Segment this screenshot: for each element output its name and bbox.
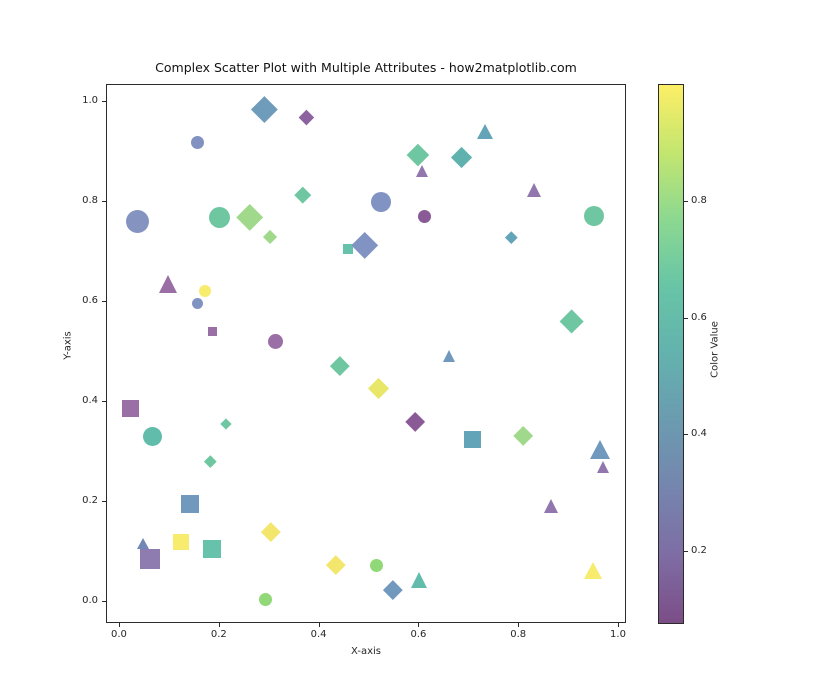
scatter-point-triangle: [596, 460, 609, 473]
scatter-point-diamond: [451, 146, 473, 169]
colorbar: [658, 84, 684, 624]
scatter-point-circle: [192, 298, 204, 309]
scatter-point-diamond: [368, 377, 390, 400]
scatter-point-circle: [418, 210, 432, 223]
scatter-point-diamond: [407, 143, 430, 167]
chart-title: Complex Scatter Plot with Multiple Attri…: [155, 60, 577, 75]
y-tick: [102, 101, 106, 102]
x-tick: [218, 623, 220, 627]
x-tick: [618, 623, 619, 627]
scatter-point-diamond: [350, 231, 379, 260]
scatter-point-square: [139, 548, 160, 569]
y-tick-label: 0.8: [82, 195, 98, 206]
scatter-point-triangle: [476, 124, 493, 140]
scatter-point-triangle: [544, 499, 559, 514]
scatter-point-square: [173, 534, 190, 550]
scatter-point-diamond: [220, 417, 232, 430]
scatter-point-diamond: [262, 230, 277, 245]
x-tick-label: 0.0: [111, 629, 127, 640]
colorbar-tick: [684, 551, 688, 553]
scatter-point-diamond: [512, 426, 533, 447]
colorbar-tick: [684, 317, 688, 319]
scatter-point-circle: [209, 207, 231, 228]
colorbar-tick-label: 0.6: [691, 311, 707, 323]
x-tick-label: 0.4: [310, 629, 327, 640]
y-tick-label: 0.6: [82, 295, 98, 306]
x-tick: [518, 623, 520, 627]
scatter-point-diamond: [559, 309, 585, 335]
x-tick-label: 0.8: [510, 629, 527, 640]
scatter-point-diamond: [204, 455, 217, 468]
scatter-point-circle: [369, 559, 383, 572]
scatter-point-diamond: [294, 186, 311, 203]
scatter-point-triangle: [410, 572, 427, 589]
y-tick: [102, 601, 106, 602]
scatter-point-square: [207, 327, 217, 336]
scatter-point-triangle: [443, 349, 456, 362]
scatter-point-circle: [126, 209, 150, 233]
scatter-point-circle: [371, 191, 392, 212]
x-tick: [118, 623, 120, 627]
colorbar-tick: [684, 434, 688, 436]
scatter-point-triangle: [159, 275, 178, 294]
scatter-point-diamond: [404, 411, 426, 433]
scatter-point-square: [181, 494, 200, 513]
colorbar-tick: [684, 200, 688, 202]
scatter-point-triangle: [137, 538, 150, 550]
colorbar-tick-label: 0.2: [691, 545, 707, 557]
colorbar-tick-label: 0.4: [691, 428, 707, 440]
y-tick: [102, 201, 106, 202]
y-tick-label: 0.0: [82, 595, 98, 606]
scatter-point-diamond: [235, 203, 263, 232]
y-axis-label: Y-axis: [62, 331, 74, 360]
scatter-point-square: [203, 539, 222, 558]
y-tick-label: 0.2: [82, 495, 98, 506]
scatter-point-diamond: [505, 231, 518, 244]
scatter-point-triangle: [527, 182, 542, 197]
scatter-point-circle: [199, 284, 212, 297]
scatter-point-square: [342, 244, 353, 254]
y-tick-label: 0.4: [82, 395, 98, 406]
y-tick: [102, 501, 106, 502]
scatter-point-circle: [142, 426, 162, 446]
x-tick: [418, 623, 420, 627]
scatter-point-square: [464, 431, 482, 448]
scatter-point-triangle: [584, 562, 603, 580]
scatter-point-diamond: [382, 580, 403, 600]
scatter-point-diamond: [325, 554, 346, 575]
scatter-point-diamond: [298, 109, 315, 126]
colorbar-label: Color Value: [709, 321, 721, 378]
x-tick-label: 0.2: [210, 629, 227, 640]
scatter-point-circle: [267, 334, 283, 349]
y-tick: [102, 401, 106, 402]
x-tick-label: 1.0: [610, 629, 626, 640]
scatter-point-diamond: [330, 356, 350, 376]
x-tick: [318, 623, 320, 627]
scatter-point-triangle: [590, 440, 611, 460]
scatter-point-circle: [583, 206, 604, 226]
colorbar-tick-label: 0.8: [691, 194, 707, 206]
x-tick-label: 0.6: [410, 629, 427, 640]
scatter-point-circle: [258, 593, 272, 606]
scatter-point-square: [121, 400, 139, 417]
y-tick-label: 1.0: [82, 95, 98, 106]
y-tick: [102, 301, 106, 302]
x-axis-label: X-axis: [351, 646, 381, 657]
scatter-point-triangle: [415, 165, 428, 178]
scatter-point-diamond: [250, 96, 278, 123]
plot-area: [106, 84, 626, 623]
scatter-point-diamond: [261, 521, 281, 542]
scatter-point-circle: [191, 135, 205, 149]
